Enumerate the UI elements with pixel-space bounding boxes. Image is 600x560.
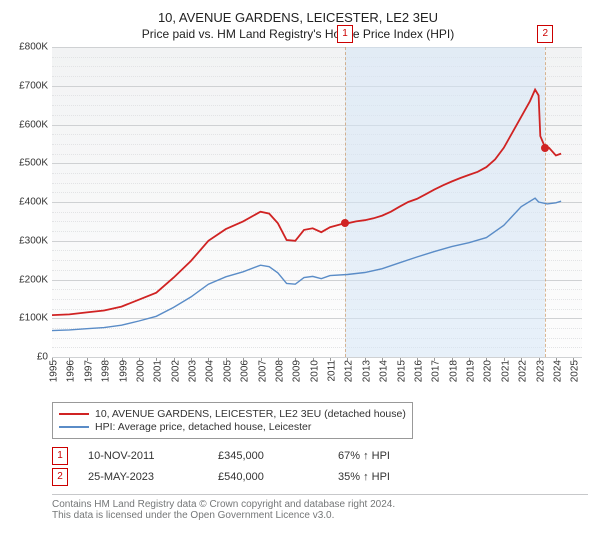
sales-row-number: 1	[52, 447, 68, 465]
x-tick-label: 1998	[97, 360, 112, 382]
x-tick-label: 2020	[479, 360, 494, 382]
y-tick-label: £200K	[19, 274, 52, 285]
x-axis: 1995199619971998199920002001200220032004…	[52, 358, 582, 396]
x-tick-label: 2005	[218, 360, 233, 382]
legend-swatch	[59, 426, 89, 428]
y-tick-label: £600K	[19, 119, 52, 130]
x-tick-label: 2022	[514, 360, 529, 382]
y-tick-label: £500K	[19, 158, 52, 169]
sales-row-number: 2	[52, 468, 68, 486]
sales-row-price: £345,000	[218, 450, 338, 462]
x-tick-label: 2016	[409, 360, 424, 382]
x-tick-label: 1997	[79, 360, 94, 382]
x-tick-label: 2001	[149, 360, 164, 382]
sales-row-price: £540,000	[218, 471, 338, 483]
footer-line-1: Contains HM Land Registry data © Crown c…	[52, 499, 588, 510]
legend-item: HPI: Average price, detached house, Leic…	[59, 421, 406, 433]
y-tick-label: £800K	[19, 42, 52, 53]
x-tick-label: 2007	[253, 360, 268, 382]
x-tick-label: 2009	[288, 360, 303, 382]
x-tick-label: 2012	[340, 360, 355, 382]
x-tick-label: 2002	[166, 360, 181, 382]
sale-marker-number: 2	[537, 25, 553, 43]
line-series-svg	[52, 47, 582, 357]
x-tick-label: 2010	[305, 360, 320, 382]
plot-area: £0£100K£200K£300K£400K£500K£600K£700K£80…	[52, 47, 582, 358]
x-tick-label: 2023	[531, 360, 546, 382]
sales-row: 2 25-MAY-2023£540,00035% ↑ HPI	[52, 468, 588, 486]
sales-row-hpi: 67% ↑ HPI	[338, 450, 390, 462]
y-tick-label: £300K	[19, 235, 52, 246]
x-tick-label: 2019	[462, 360, 477, 382]
legend-swatch	[59, 413, 89, 415]
y-tick-label: £700K	[19, 80, 52, 91]
sales-row-hpi: 35% ↑ HPI	[338, 471, 390, 483]
chart-title: 10, AVENUE GARDENS, LEICESTER, LE2 3EU	[8, 10, 588, 25]
x-tick-label: 2003	[184, 360, 199, 382]
x-tick-label: 2015	[392, 360, 407, 382]
chart-container: 10, AVENUE GARDENS, LEICESTER, LE2 3EU P…	[0, 0, 600, 560]
chart-subtitle: Price paid vs. HM Land Registry's House …	[8, 27, 588, 41]
x-tick-label: 2025	[566, 360, 581, 382]
legend-item: 10, AVENUE GARDENS, LEICESTER, LE2 3EU (…	[59, 408, 406, 420]
x-tick-label: 2017	[427, 360, 442, 382]
sale-marker-dot	[541, 144, 549, 152]
sale-marker-number: 1	[337, 25, 353, 43]
x-tick-label: 2013	[357, 360, 372, 382]
sales-row: 1 10-NOV-2011£345,00067% ↑ HPI	[52, 447, 588, 465]
x-tick-label: 2004	[201, 360, 216, 382]
sales-row-date: 10-NOV-2011	[88, 450, 218, 462]
x-tick-label: 2021	[496, 360, 511, 382]
sales-row-date: 25-MAY-2023	[88, 471, 218, 483]
x-tick-label: 2008	[270, 360, 285, 382]
x-tick-label: 2018	[444, 360, 459, 382]
sales-table: 1 10-NOV-2011£345,00067% ↑ HPI 2 25-MAY-202…	[52, 447, 588, 486]
x-tick-label: 2011	[323, 360, 338, 382]
footer: Contains HM Land Registry data © Crown c…	[52, 494, 588, 521]
legend-label: HPI: Average price, detached house, Leic…	[95, 421, 311, 433]
footer-line-2: This data is licensed under the Open Gov…	[52, 510, 588, 521]
x-tick-label: 2000	[131, 360, 146, 382]
y-tick-label: £400K	[19, 197, 52, 208]
y-tick-label: £100K	[19, 313, 52, 324]
legend-label: 10, AVENUE GARDENS, LEICESTER, LE2 3EU (…	[95, 408, 406, 420]
x-tick-label: 1995	[45, 360, 60, 382]
series-line	[52, 198, 561, 331]
legend: 10, AVENUE GARDENS, LEICESTER, LE2 3EU (…	[52, 402, 413, 439]
x-tick-label: 2024	[548, 360, 563, 382]
x-tick-label: 2006	[236, 360, 251, 382]
x-tick-label: 1996	[62, 360, 77, 382]
x-tick-label: 1999	[114, 360, 129, 382]
x-tick-label: 2014	[375, 360, 390, 382]
sale-marker-dot	[341, 219, 349, 227]
series-line	[52, 90, 561, 316]
